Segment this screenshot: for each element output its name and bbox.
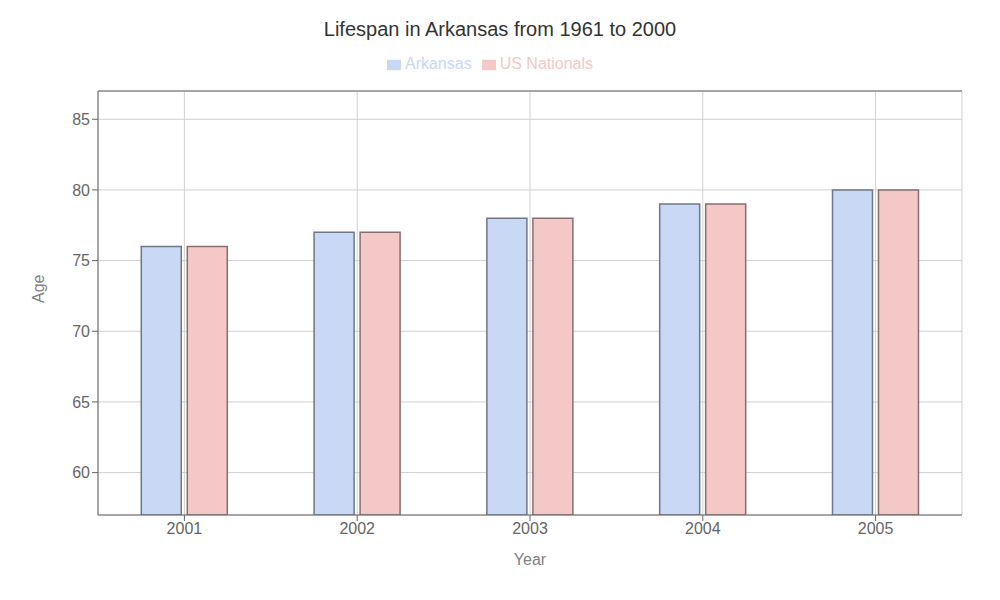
svg-text:60: 60 <box>72 464 90 481</box>
svg-text:2001: 2001 <box>167 520 203 537</box>
svg-text:Year: Year <box>514 551 547 568</box>
svg-text:2005: 2005 <box>858 520 894 537</box>
html-text:Arkansas: Arkansas <box>405 55 472 72</box>
html-text:Lifespan in Arkansas from 1961: Lifespan in Arkansas from 1961 to 2000 <box>323 18 677 40</box>
svg-text:70: 70 <box>72 323 90 340</box>
svg-text:2004: 2004 <box>685 520 721 537</box>
svg-text:80: 80 <box>72 182 90 199</box>
svg-text:65: 65 <box>72 394 90 411</box>
svg-text:85: 85 <box>72 111 90 128</box>
svg-text:2002: 2002 <box>339 520 375 537</box>
svg-text:75: 75 <box>72 252 90 269</box>
html-text:US Nationals: US Nationals <box>499 55 593 72</box>
svg-text:2003: 2003 <box>512 520 548 537</box>
svg-text:Age: Age <box>30 274 47 303</box>
